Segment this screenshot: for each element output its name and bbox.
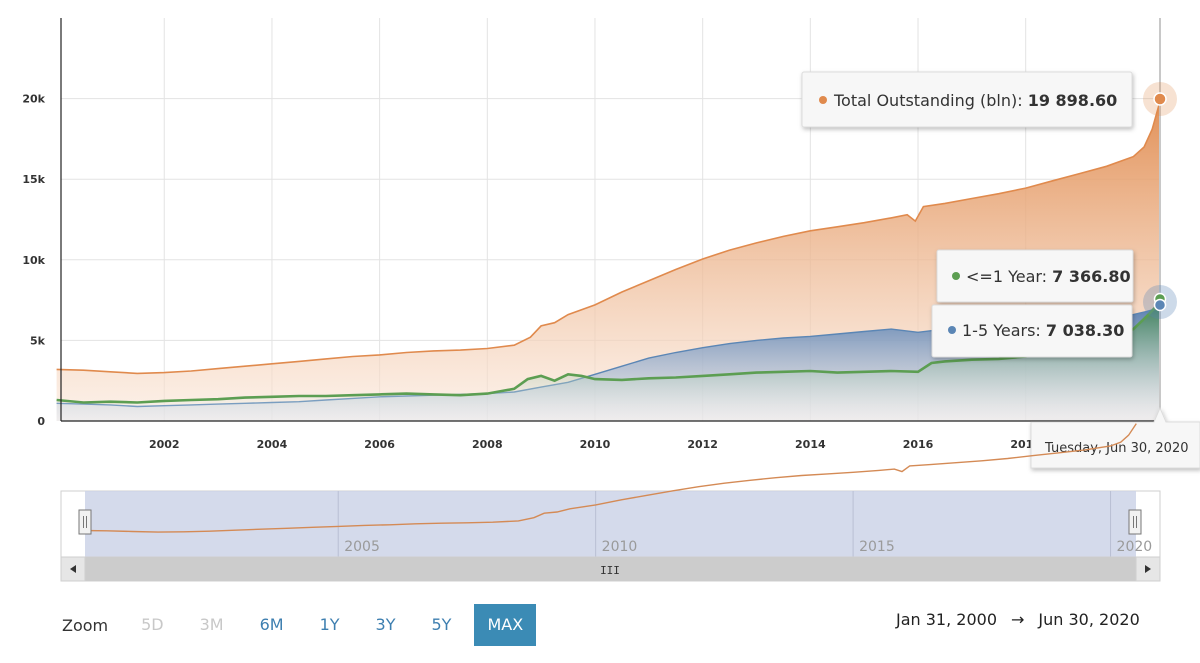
navigator-tick-label: 2005 (344, 539, 380, 555)
tooltip-y15: 1-5 Years: 7 038.30 (931, 304, 1133, 358)
zoom-3m-button[interactable]: 3M (199, 615, 224, 634)
zoom-bar: Zoom 5D 3M 6M 1Y 3Y 5Y MAX (62, 604, 546, 646)
x-tick-label: 2016 (903, 438, 934, 451)
navigator[interactable]: 2005 2010 2015 2020 (60, 423, 1161, 558)
y-tick-label: 20k (22, 93, 45, 106)
tooltip-date: Tuesday, Jun 30, 2020 (1030, 406, 1200, 469)
series-line-2 (56, 301, 1162, 404)
series-line-0 (56, 99, 1162, 375)
y-tick-label: 10k (22, 254, 45, 267)
scroll-right-arrow-icon (1145, 565, 1151, 573)
x-tick-label: 2012 (687, 438, 718, 451)
y-tick-labels: 0 5k 10k 15k 20k (22, 93, 45, 428)
y15-marker (1153, 298, 1167, 312)
navigator-tick-label: 2015 (859, 539, 895, 555)
scrollbar-thumb[interactable] (85, 557, 1136, 581)
chart-svg: 0 5k 10k 15k 20k 2002 2004 2006 2008 2010 2012 201… (22, 18, 1200, 582)
tooltip-total-dot (819, 96, 827, 104)
series-layer (56, 99, 1162, 421)
series-area-2 (56, 302, 1161, 421)
navigator-tick-label: 2010 (602, 539, 638, 555)
zoom-1y-button[interactable]: 1Y (319, 615, 340, 634)
navigator-tick-labels: 2005 2010 2015 2020 (344, 539, 1152, 555)
range-arrow: → (1011, 610, 1025, 629)
scrollbar[interactable]: III (60, 556, 1161, 582)
range-to[interactable]: Jun 30, 2020 (1038, 610, 1140, 629)
tooltip-y15-text: 1-5 Years: 7 038.30 (962, 321, 1124, 340)
x-tick-labels: 2002 2004 2006 2008 2010 2012 2014 2016 2018 (149, 438, 1041, 451)
tooltip-total-text: Total Outstanding (bln): 19 898.60 (833, 91, 1117, 110)
tooltip-le1-dot (952, 272, 960, 280)
y-tick-label: 0 (37, 415, 45, 428)
tooltip-le1: <=1 Year: 7 366.80 (936, 249, 1134, 303)
zoom-5d-button[interactable]: 5D (141, 615, 164, 634)
zoom-3y-button[interactable]: 3Y (375, 615, 396, 634)
date-range: Jan 31, 2000 → Jun 30, 2020 (896, 610, 1140, 629)
navigator-grid (337, 491, 1112, 557)
navigator-tick-label: 2020 (1117, 539, 1153, 555)
x-tick-label: 2004 (257, 438, 288, 451)
tooltip-date-text: Tuesday, Jun 30, 2020 (1044, 441, 1189, 456)
navigator-handle-right[interactable] (1128, 509, 1142, 535)
scrollbar-grip: III (600, 564, 620, 577)
scroll-left-arrow-icon (70, 565, 76, 573)
x-tick-label: 2002 (149, 438, 180, 451)
x-tick-label: 2010 (580, 438, 611, 451)
zoom-5y-button[interactable]: 5Y (431, 615, 452, 634)
x-tick-label: 2008 (472, 438, 503, 451)
navigator-handle-left[interactable] (78, 509, 92, 535)
range-from[interactable]: Jan 31, 2000 (896, 610, 997, 629)
x-tick-label: 2006 (364, 438, 395, 451)
navigator-series-line (80, 423, 1137, 533)
tooltip-le1-text: <=1 Year: 7 366.80 (966, 267, 1131, 286)
zoom-6m-button[interactable]: 6M (259, 615, 284, 634)
total-marker (1153, 92, 1167, 106)
zoom-max-button[interactable]: MAX (474, 604, 537, 646)
tooltip-y15-dot (948, 326, 956, 334)
y-tick-label: 5k (30, 334, 46, 347)
zoom-label: Zoom (62, 615, 109, 635)
tooltip-total: Total Outstanding (bln): 19 898.60 (801, 71, 1133, 128)
x-tick-label: 2014 (795, 438, 826, 451)
y-tick-label: 15k (22, 173, 45, 186)
